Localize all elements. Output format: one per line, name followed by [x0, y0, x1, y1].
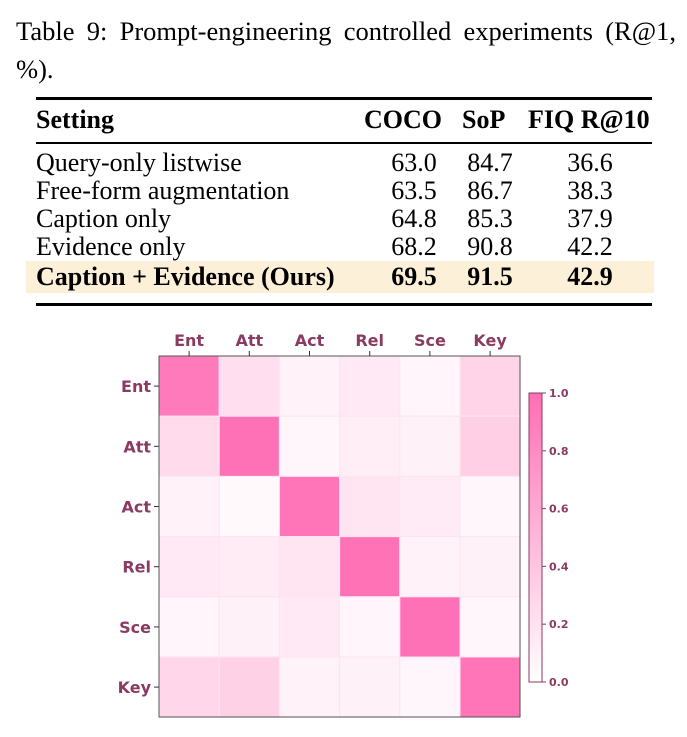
row-fiq: 42.2 [567, 232, 613, 261]
heatmap-cell-rel-sce [399, 536, 461, 598]
heatmap-frame [158, 355, 521, 718]
table-top-rule [36, 97, 652, 100]
heatmap-cell-sce-sce [399, 596, 461, 658]
row-fiq: 38.3 [567, 176, 613, 205]
heatmap-cell-sce-att [218, 596, 280, 658]
header-sop: SoP [462, 105, 506, 134]
heatmap-cell-att-ent [158, 415, 220, 477]
x-tick-label: Rel [355, 331, 384, 350]
row-fiq: 37.9 [567, 204, 613, 233]
row-coco: 64.8 [391, 204, 437, 233]
row-setting: Caption + Evidence (Ours) [36, 262, 335, 291]
row-setting: Query-only listwise [36, 148, 242, 177]
row-setting: Caption only [36, 204, 172, 233]
row-sop: 85.3 [467, 204, 513, 233]
heatmap-cell-key-rel [339, 656, 401, 718]
table-mid-rule [36, 142, 652, 144]
row-setting: Evidence only [36, 232, 186, 261]
heatmap-cell-ent-rel [339, 355, 401, 417]
table-bottom-rule [36, 303, 652, 306]
row-sop: 84.7 [467, 148, 513, 177]
table-caption: Table 9: Prompt-engineering controlled e… [16, 16, 676, 84]
y-tick-label: Ent [121, 377, 151, 396]
heatmap-cell-key-key [459, 656, 521, 718]
heatmap-cell-sce-act [278, 596, 341, 658]
heatmap-cell-key-sce [399, 656, 461, 718]
header-fiq: FIQ R@10 [528, 105, 650, 134]
heatmap-cell-act-sce [399, 475, 461, 538]
y-tick-label: Act [121, 498, 151, 517]
row-sop: 91.5 [467, 262, 513, 291]
colorbar-tick-label: 1.0 [549, 387, 569, 400]
colorbar [528, 392, 543, 683]
heatmap-cell-act-rel [339, 475, 401, 538]
y-tick-label: Sce [119, 618, 151, 637]
heatmap-cell-ent-sce [399, 355, 461, 417]
row-fiq: 36.6 [567, 148, 613, 177]
header-coco: COCO [364, 105, 442, 134]
colorbar-tick-label: 0.8 [549, 445, 569, 458]
heatmap-cell-sce-key [459, 596, 521, 658]
heatmap-cell-rel-ent [158, 536, 220, 598]
y-tick-label: Att [123, 437, 151, 456]
y-tick-label: Rel [122, 558, 151, 577]
x-tick-label: Ent [174, 331, 204, 350]
heatmap-cell-sce-rel [339, 596, 401, 658]
x-tick-label: Key [473, 331, 507, 350]
row-coco: 69.5 [391, 262, 437, 291]
heatmap-cell-key-ent [158, 656, 220, 718]
heatmap-cell-rel-act [278, 536, 341, 598]
heatmap-cell-att-key [459, 415, 521, 477]
x-tick-label: Sce [414, 331, 446, 350]
colorbar-tick-label: 0.4 [549, 560, 569, 573]
heatmap-cell-rel-rel [339, 536, 401, 598]
heatmap-cell-key-act [278, 656, 341, 718]
heatmap-cell-act-act [278, 475, 341, 538]
row-fiq: 42.9 [567, 262, 613, 291]
heatmap-cell-act-att [218, 475, 280, 538]
heatmap-cell-sce-ent [158, 596, 220, 658]
heatmap-cell-rel-att [218, 536, 280, 598]
x-tick-label: Att [235, 331, 263, 350]
heatmap-cell-att-att [218, 415, 280, 477]
row-coco: 68.2 [391, 232, 437, 261]
colorbar-tick-label: 0.2 [549, 618, 569, 631]
heatmap-cell-act-ent [158, 475, 220, 538]
row-sop: 86.7 [467, 176, 513, 205]
y-tick-label: Key [118, 678, 152, 697]
row-setting: Free-form augmentation [36, 176, 290, 205]
heatmap-cell-ent-key [459, 355, 521, 417]
row-coco: 63.0 [391, 148, 437, 177]
heatmap-cell-ent-act [278, 355, 341, 417]
heatmap-cell-key-att [218, 656, 280, 718]
header-setting: Setting [36, 105, 114, 134]
row-sop: 90.8 [467, 232, 513, 261]
heatmap-cell-att-act [278, 415, 341, 477]
heatmap-cell-ent-ent [158, 355, 220, 417]
row-coco: 63.5 [391, 176, 437, 205]
heatmap-cell-att-sce [399, 415, 461, 477]
ours-row-highlight [26, 261, 654, 293]
results-table: Setting COCO SoP FIQ R@10 Query-only lis… [26, 97, 654, 307]
heatmap-cell-ent-att [218, 355, 280, 417]
heatmap-cell-rel-key [459, 536, 521, 598]
colorbar-tick-label: 0.6 [549, 503, 569, 516]
colorbar-tick-label: 0.0 [549, 676, 569, 689]
heatmap-cell-act-key [459, 475, 521, 538]
heatmap-cell-att-rel [339, 415, 401, 477]
x-tick-label: Act [295, 331, 325, 350]
